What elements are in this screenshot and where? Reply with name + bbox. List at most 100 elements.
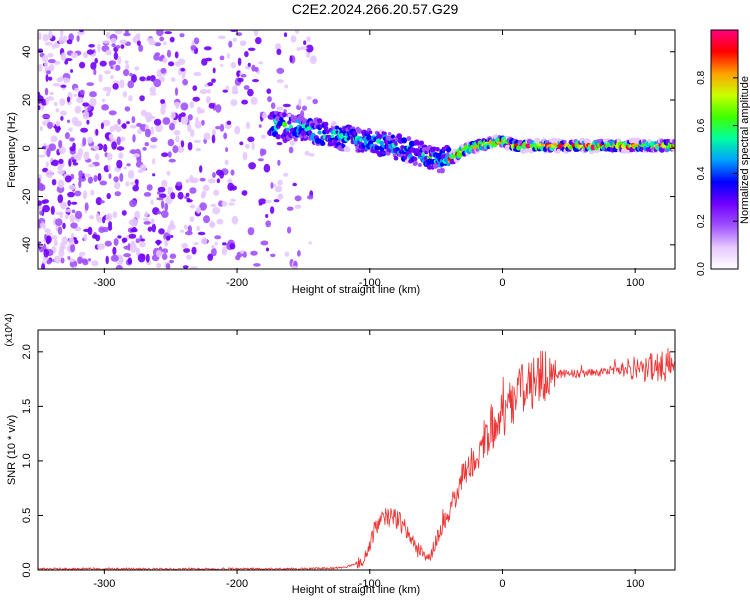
signal-mark <box>381 151 385 155</box>
noise-mark <box>40 222 43 229</box>
noise-mark <box>158 193 167 199</box>
noise-mark <box>215 104 222 113</box>
noise-mark <box>104 70 111 75</box>
noise-mark <box>121 123 127 129</box>
noise-mark <box>74 87 79 92</box>
noise-mark <box>105 92 111 97</box>
noise-mark <box>195 147 202 152</box>
signal-mark <box>524 148 529 154</box>
noise-mark <box>306 96 312 100</box>
signal-mark <box>287 120 292 125</box>
signal-mark <box>287 113 292 118</box>
signal-mark <box>383 139 390 145</box>
noise-mark <box>225 147 229 153</box>
noise-mark <box>57 179 65 189</box>
x-tick-label: -300 <box>93 578 115 590</box>
noise-mark <box>105 255 109 265</box>
noise-mark <box>38 48 44 53</box>
noise-mark <box>150 218 155 225</box>
noise-mark <box>305 44 314 53</box>
noise-mark <box>117 55 122 65</box>
signal-mark <box>563 140 567 144</box>
noise-mark <box>62 222 66 230</box>
noise-mark <box>161 210 169 219</box>
spectrogram-x-ticks: -300 -200 -100 0 100 <box>93 30 644 289</box>
noise-mark <box>283 172 289 177</box>
x-tick-label: 0 <box>499 277 505 289</box>
signal-mark <box>439 167 446 174</box>
noise-mark <box>199 202 208 211</box>
noise-mark <box>119 39 127 44</box>
noise-mark <box>187 141 193 151</box>
noise-mark <box>207 82 214 87</box>
noise-mark <box>199 165 203 173</box>
noise-mark <box>70 52 78 59</box>
noise-mark <box>165 263 171 269</box>
noise-mark <box>134 66 140 71</box>
noise-mark <box>237 57 242 66</box>
noise-mark <box>83 233 88 242</box>
noise-mark <box>286 206 294 211</box>
noise-mark <box>213 189 220 196</box>
spectrogram-x-label: Height of straight line (km) <box>292 284 420 296</box>
y-tick-label: 0.5 <box>21 508 33 523</box>
noise-mark <box>140 238 145 242</box>
noise-mark <box>239 141 244 146</box>
noise-mark <box>125 30 129 35</box>
noise-mark <box>149 92 157 96</box>
noise-mark <box>169 36 175 43</box>
noise-mark <box>57 165 63 171</box>
noise-mark <box>180 67 186 72</box>
noise-mark <box>149 86 156 93</box>
noise-mark <box>225 85 229 91</box>
noise-mark <box>106 193 111 200</box>
noise-mark <box>171 77 176 82</box>
noise-mark <box>265 220 272 228</box>
noise-mark <box>257 158 264 162</box>
noise-mark <box>76 96 84 104</box>
noise-mark <box>109 133 114 141</box>
y-tick-label: 1.0 <box>21 453 33 468</box>
noise-mark <box>46 148 51 158</box>
noise-mark <box>80 127 88 133</box>
x-tick-label: -200 <box>226 578 248 590</box>
noise-mark <box>48 76 53 81</box>
noise-mark <box>169 259 174 264</box>
noise-mark <box>124 106 131 112</box>
noise-mark <box>220 64 224 67</box>
noise-mark <box>126 121 130 125</box>
noise-mark <box>39 126 43 132</box>
noise-mark <box>162 57 168 64</box>
noise-mark <box>42 114 50 119</box>
noise-mark <box>290 35 297 43</box>
colorbar-ticks: 0.0 0.2 0.4 0.6 0.8 <box>696 70 738 276</box>
noise-mark <box>77 148 84 157</box>
y-tick-label: 0 <box>21 145 33 151</box>
noise-mark <box>69 214 76 223</box>
signal-mark <box>303 135 307 139</box>
noise-mark <box>97 243 105 250</box>
noise-mark <box>243 41 247 45</box>
x-tick-label: -200 <box>226 277 248 289</box>
noise-mark <box>38 91 41 99</box>
noise-mark <box>152 158 156 165</box>
noise-mark <box>79 251 86 256</box>
signal-mark <box>282 122 287 128</box>
noise-mark <box>38 177 41 184</box>
noise-mark <box>82 137 87 147</box>
noise-mark <box>38 200 42 207</box>
signal-mark <box>649 141 656 147</box>
noise-mark <box>193 139 201 143</box>
noise-mark <box>119 173 124 182</box>
noise-mark <box>253 263 261 267</box>
noise-mark <box>42 54 49 63</box>
noise-mark <box>66 96 71 103</box>
noise-mark <box>160 99 166 104</box>
noise-mark <box>214 241 218 246</box>
noise-mark <box>110 37 117 44</box>
noise-mark <box>142 217 150 221</box>
noise-mark <box>86 82 94 86</box>
noise-mark <box>149 144 157 149</box>
noise-mark <box>127 170 135 179</box>
noise-mark <box>161 253 168 260</box>
